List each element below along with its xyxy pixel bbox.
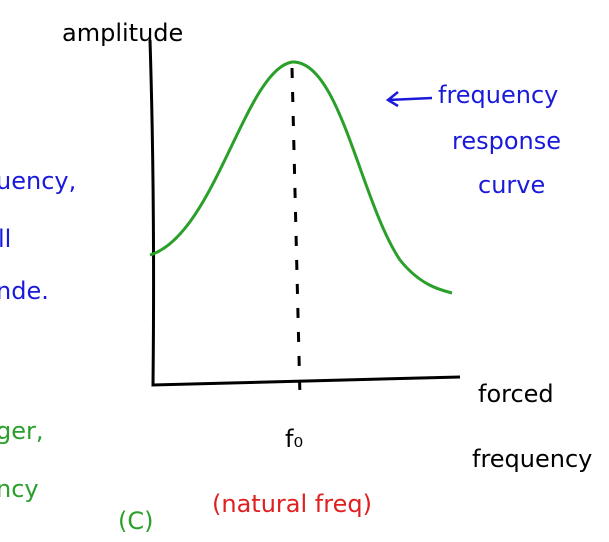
note-text: ll [0, 225, 11, 253]
y-axis-label: amplitude [62, 19, 183, 47]
natural-freq-label: (natural freq) [212, 490, 372, 518]
response-curve [150, 62, 452, 293]
page: amplitude forced frequency frequency res… [0, 0, 609, 542]
curve-label: response [452, 127, 561, 155]
note-text: uency, [0, 167, 76, 195]
peak-line [292, 68, 300, 398]
curve-label: frequency [438, 81, 558, 109]
note-text: ncy [0, 475, 39, 503]
x-axis-label: forced [478, 380, 554, 408]
label-arrow [388, 92, 432, 106]
diagram: amplitude forced frequency frequency res… [0, 0, 609, 542]
note-text: nde. [0, 277, 49, 305]
note-text: (C) [118, 507, 153, 535]
note-text: ger, [0, 417, 44, 445]
x-axis-label: frequency [472, 445, 592, 473]
peak-label: f₀ [285, 425, 303, 453]
curve-label: curve [478, 171, 545, 199]
